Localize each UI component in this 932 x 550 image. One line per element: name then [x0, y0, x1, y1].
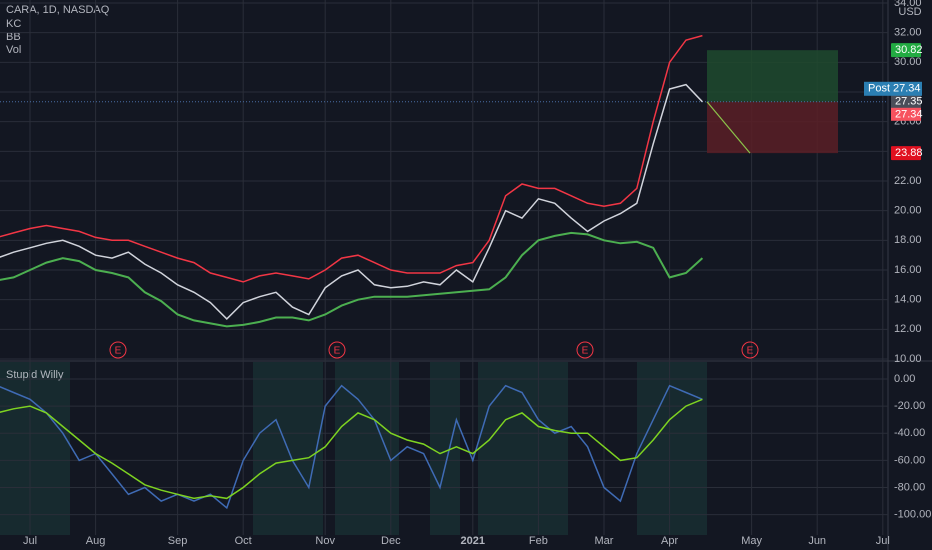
- x-tick-label: Aug: [86, 535, 106, 547]
- y-tick-label: 22.00: [894, 175, 922, 187]
- x-tick-label: Feb: [529, 535, 548, 547]
- indicator: KC: [6, 18, 21, 30]
- x-tick-label: Nov: [315, 535, 335, 547]
- entry-label: 27.34: [895, 109, 923, 121]
- y-tick-label: 12.00: [894, 323, 922, 335]
- y-tick-label: 32.00: [894, 27, 922, 39]
- x-tick-label: Apr: [661, 535, 678, 547]
- series-line: [0, 384, 703, 510]
- event-label: E: [334, 346, 341, 357]
- indicator: Vol: [6, 44, 21, 56]
- series-line: [0, 34, 703, 283]
- y-tick-label: 18.00: [894, 234, 922, 246]
- y-tick-label: -20.00: [894, 400, 925, 412]
- event-label: E: [115, 346, 122, 357]
- target-label: 30.82: [895, 44, 923, 56]
- y-tick-label: -40.00: [894, 427, 925, 439]
- last-label: 27.35: [895, 96, 923, 108]
- x-tick-label: Jun: [808, 535, 826, 547]
- entry-box: [891, 107, 921, 121]
- event-marker: [109, 341, 127, 359]
- last-label-box: [891, 94, 921, 109]
- x-tick-label: Dec: [381, 535, 401, 547]
- profit-zone: [707, 50, 838, 102]
- indicator: BB: [6, 31, 21, 43]
- indicator-title: Stupid Willy: [6, 369, 64, 381]
- x-tick-label: 2021: [461, 535, 485, 547]
- currency: USD: [898, 6, 921, 18]
- x-tick-label: Sep: [168, 535, 188, 547]
- post-box: [864, 81, 922, 96]
- y-tick-label: 16.00: [894, 264, 922, 276]
- event-marker: [328, 341, 346, 359]
- loss-zone: [707, 101, 838, 154]
- series-line: [0, 83, 703, 320]
- x-tick-label: Jul: [23, 535, 37, 547]
- y-tick-label: 0.00: [894, 373, 915, 385]
- chart-title: CARA, 1D, NASDAQ: [6, 4, 110, 16]
- post-value: 27.34: [893, 83, 921, 95]
- x-tick-label: May: [741, 535, 762, 547]
- post-name: Post: [868, 83, 890, 95]
- target-label-box: [891, 43, 921, 58]
- zones: [0, 362, 707, 535]
- event-label: E: [582, 346, 589, 357]
- event-marker: [741, 341, 759, 359]
- event-label: E: [747, 346, 754, 357]
- event-marker: [576, 341, 594, 359]
- x-tick-label: Mar: [595, 535, 614, 547]
- x-tick-label: Jul: [876, 535, 890, 547]
- y-tick-label: 20.00: [894, 205, 922, 217]
- trend-arrow: [706, 101, 751, 154]
- series-line: [0, 231, 704, 328]
- y-tick-label: -100.00: [894, 509, 931, 521]
- stop-label: 23.88: [895, 147, 923, 159]
- y-tick-label: 10.00: [894, 353, 922, 365]
- y-tick-label: 34.00: [894, 0, 922, 9]
- y-tick-label: -60.00: [894, 454, 925, 466]
- y-tick-label: 14.00: [894, 294, 922, 306]
- x-tick-label: Oct: [235, 535, 252, 547]
- y-tick-label: -80.00: [894, 481, 925, 493]
- y-tick-label: 30.00: [894, 56, 922, 68]
- stop-label-box: [891, 146, 921, 161]
- series-line: [0, 398, 703, 500]
